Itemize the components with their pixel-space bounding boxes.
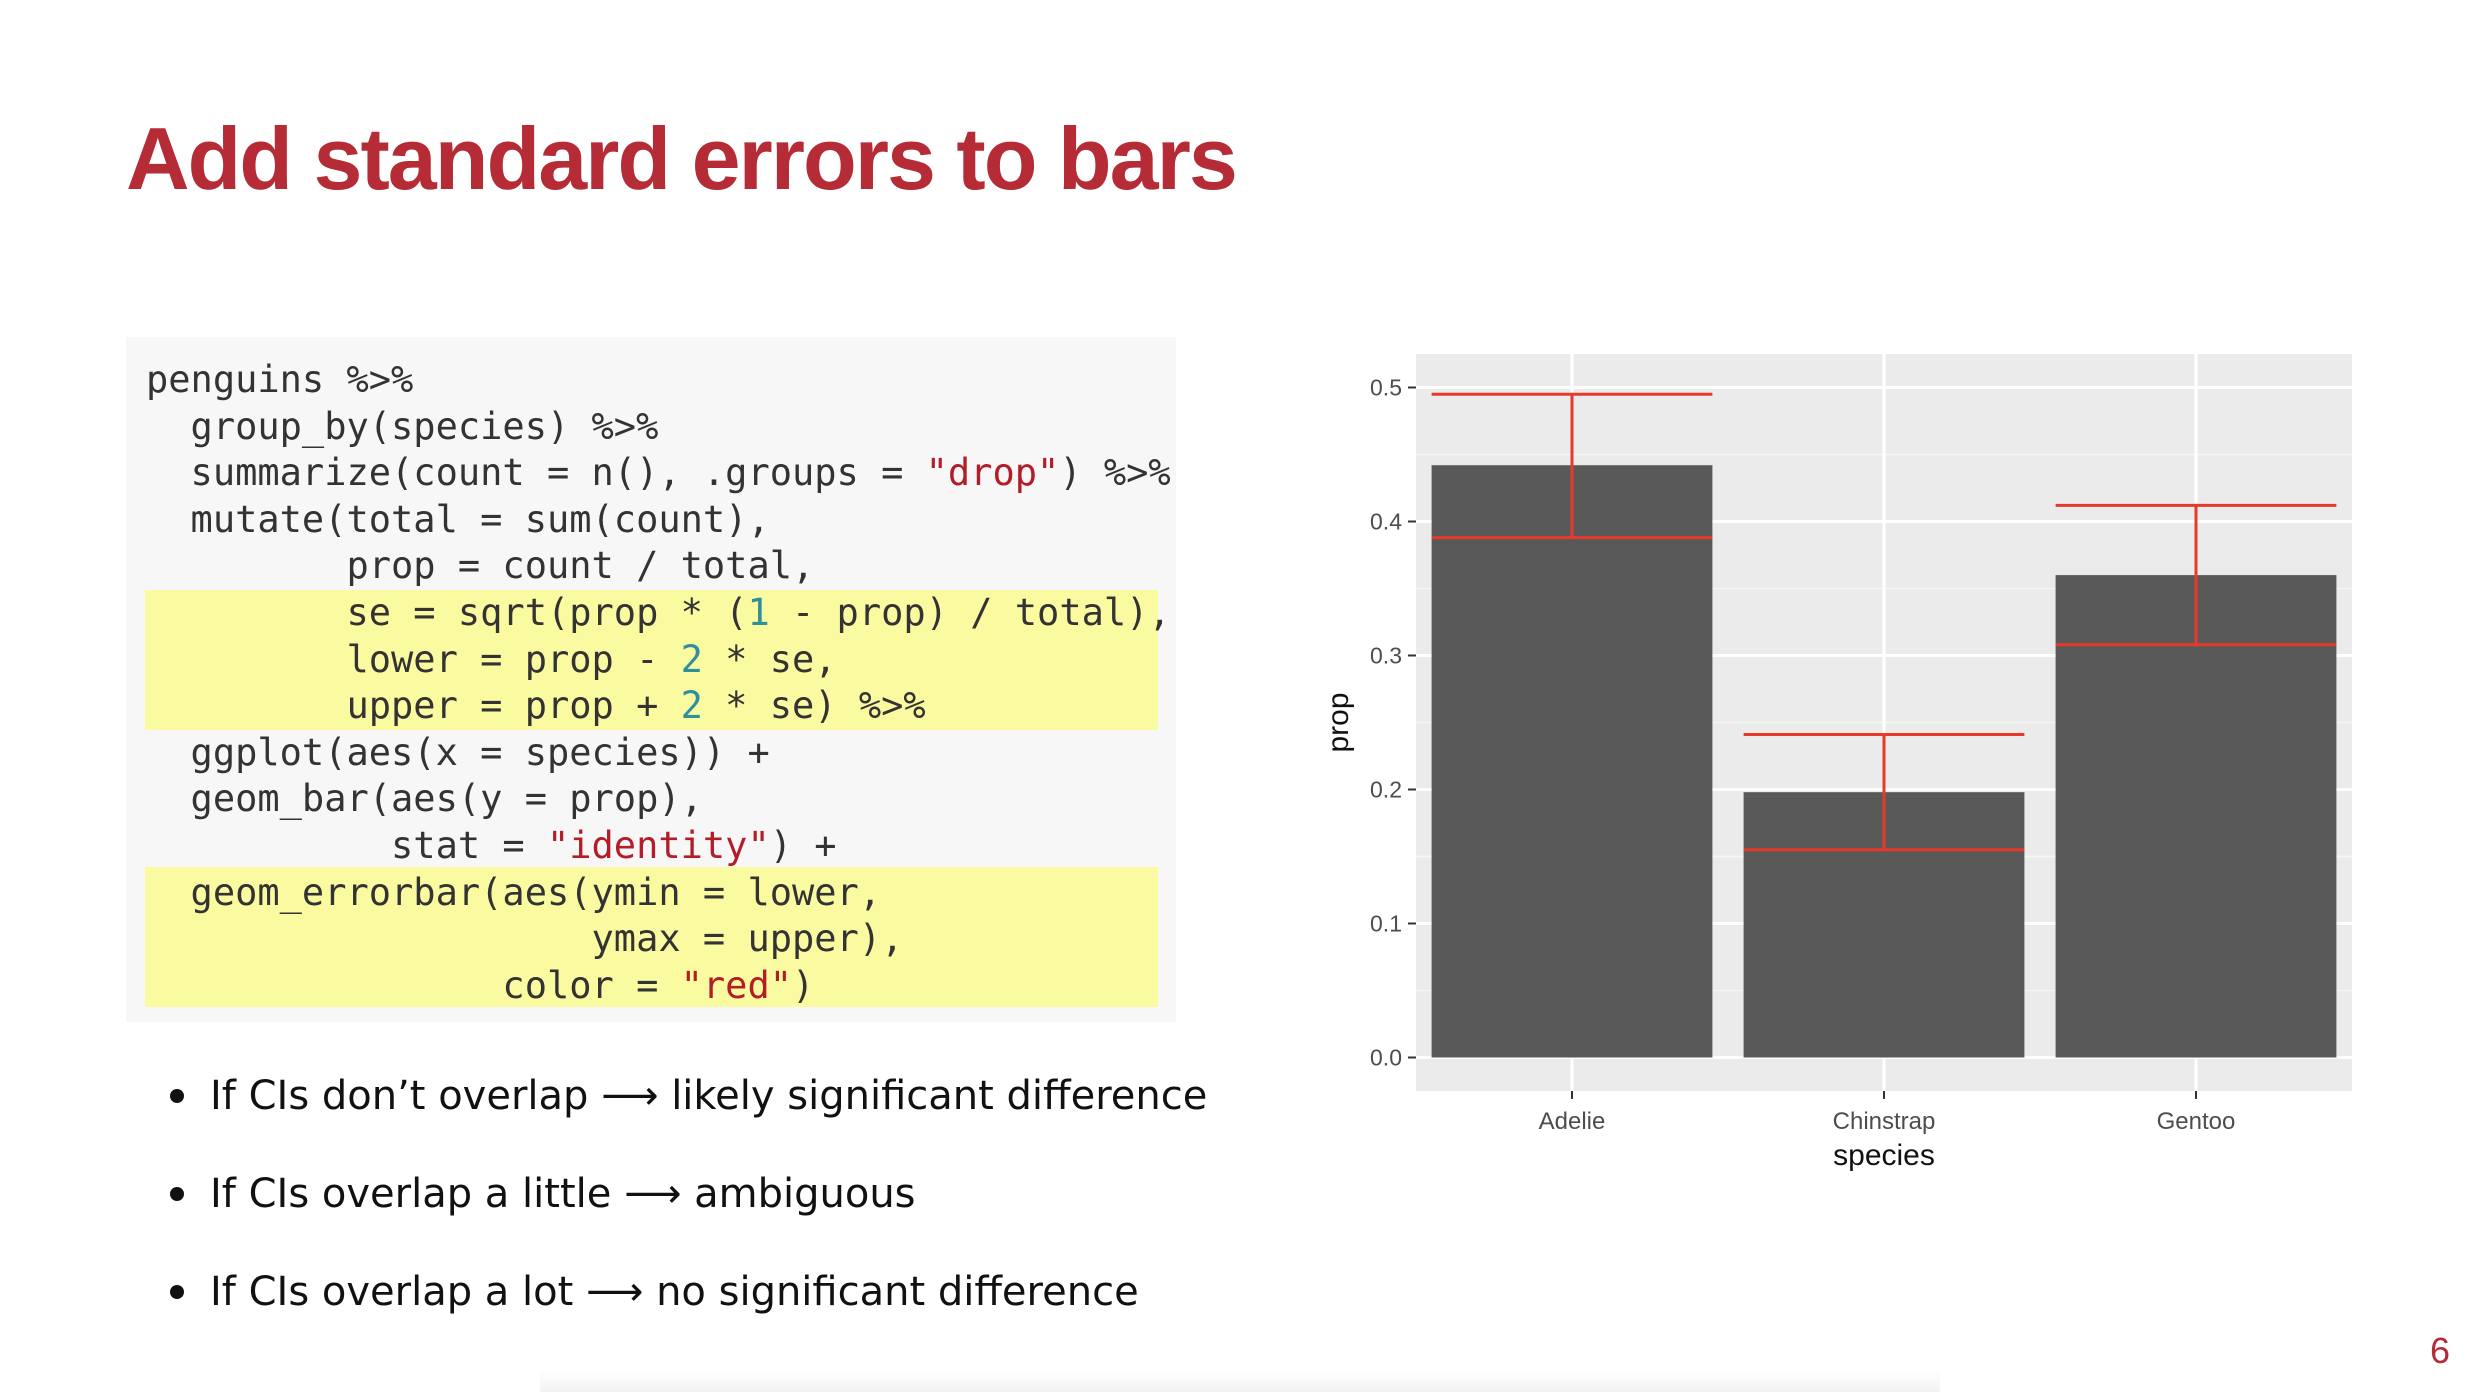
y-tick-label: 0.5 xyxy=(1370,375,1402,401)
code-string-token: "drop" xyxy=(925,451,1060,495)
x-tick-label: Chinstrap xyxy=(1833,1108,1936,1135)
code-string-token: "identity" xyxy=(546,823,770,867)
code-block: penguins %>% group_by(species) %>% summa… xyxy=(126,337,1176,1022)
code-token: stat = xyxy=(146,823,547,867)
x-axis-label: species xyxy=(1833,1139,1935,1172)
code-line: group_by(species) %>% xyxy=(146,404,1171,451)
bullet-item: If CIs overlap a lot ⟶ no significant di… xyxy=(170,1262,1207,1360)
code-line: ggplot(aes(x = species)) + xyxy=(146,730,1171,777)
code-line: lower = prop - 2 * se, xyxy=(146,637,1171,684)
y-tick-label: 0.0 xyxy=(1370,1045,1402,1071)
y-tick-label: 0.2 xyxy=(1370,777,1402,803)
code-token: ) + xyxy=(769,823,837,867)
bar-chart-svg: 0.0 0.1 0.2 0.3 0.4 0.5 Adelie Chinstrap Gentoo s… xyxy=(1322,354,2352,1172)
bar-adelie xyxy=(1431,465,1713,1058)
bullet-text: If CIs overlap a lot ⟶ no significant di… xyxy=(210,1269,1139,1315)
code-line: mutate(total = sum(count), xyxy=(146,497,1171,544)
code-token: geom_errorbar(aes(ymin = lower, xyxy=(146,870,882,914)
code-line: color = "red") xyxy=(146,963,1171,1010)
bullet-text: If CIs don’t overlap ⟶ likely significan… xyxy=(210,1073,1208,1119)
code-token: upper = prop + xyxy=(146,684,681,728)
bullet-dot-icon xyxy=(170,1285,184,1299)
code-token: se = sqrt(prop * ( xyxy=(146,590,748,634)
code-token: prop = count / total, xyxy=(146,544,815,588)
code-token: ymax = upper), xyxy=(146,917,904,961)
footer-shadow xyxy=(540,1370,1940,1392)
code-token: ) %>% xyxy=(1059,451,1171,495)
y-axis-label: prop xyxy=(1322,692,1355,752)
code-token: - prop) / total), xyxy=(769,590,1171,634)
code-token: mutate(total = sum(count), xyxy=(146,497,770,541)
code-highlight-errorbar xyxy=(145,867,1158,1007)
code-line: prop = count / total, xyxy=(146,543,1171,590)
code-token: * se) %>% xyxy=(702,684,926,728)
x-tick-label: Adelie xyxy=(1539,1108,1606,1135)
x-tick-label: Gentoo xyxy=(2157,1108,2236,1135)
code-line: upper = prop + 2 * se) %>% xyxy=(146,683,1171,730)
code-line: stat = "identity") + xyxy=(146,823,1171,870)
chart: 0.0 0.1 0.2 0.3 0.4 0.5 Adelie Chinstrap Gentoo s… xyxy=(1310,340,2360,1180)
code-token: ) xyxy=(792,963,815,1007)
code-lines: penguins %>% group_by(species) %>% summa… xyxy=(146,357,1171,1009)
code-line: summarize(count = n(), .groups = "drop")… xyxy=(146,450,1171,497)
code-line: penguins %>% xyxy=(146,357,1171,404)
y-tick-label: 0.4 xyxy=(1370,509,1402,535)
code-token: penguins %>% xyxy=(146,358,414,401)
bullet-list: If CIs don’t overlap ⟶ likely significan… xyxy=(170,1066,1207,1360)
code-line: geom_bar(aes(y = prop), xyxy=(146,776,1171,823)
code-line: se = sqrt(prop * (1 - prop) / total), xyxy=(146,590,1171,637)
code-token: group_by(species) %>% xyxy=(146,404,659,448)
page-number: 6 xyxy=(2429,1330,2450,1371)
code-token: lower = prop - xyxy=(146,637,681,681)
code-token: ggplot(aes(x = species)) + xyxy=(146,730,770,774)
code-number-token: 2 xyxy=(680,684,703,728)
y-tick-label: 0.3 xyxy=(1370,643,1402,669)
slide-title: Add standard errors to bars xyxy=(126,109,1238,208)
bar-gentoo xyxy=(2055,575,2337,1058)
y-tick-label: 0.1 xyxy=(1370,911,1402,937)
code-string-token: "red" xyxy=(680,963,793,1007)
bullet-text: If CIs overlap a little ⟶ ambiguous xyxy=(210,1171,916,1217)
code-token: color = xyxy=(146,963,681,1007)
code-number-token: 2 xyxy=(680,637,703,681)
code-token: summarize(count = n(), .groups = xyxy=(146,451,926,495)
bullet-dot-icon xyxy=(170,1187,184,1201)
code-token: * se, xyxy=(702,637,837,681)
bullet-item: If CIs don’t overlap ⟶ likely significan… xyxy=(170,1066,1207,1164)
code-highlight-se xyxy=(145,590,1158,730)
bullet-dot-icon xyxy=(170,1089,184,1103)
code-token: geom_bar(aes(y = prop), xyxy=(146,777,703,821)
code-number-token: 1 xyxy=(747,590,770,634)
code-line: ymax = upper), xyxy=(146,916,1171,963)
code-line: geom_errorbar(aes(ymin = lower, xyxy=(146,870,1171,917)
bullet-item: If CIs overlap a little ⟶ ambiguous xyxy=(170,1164,1207,1262)
